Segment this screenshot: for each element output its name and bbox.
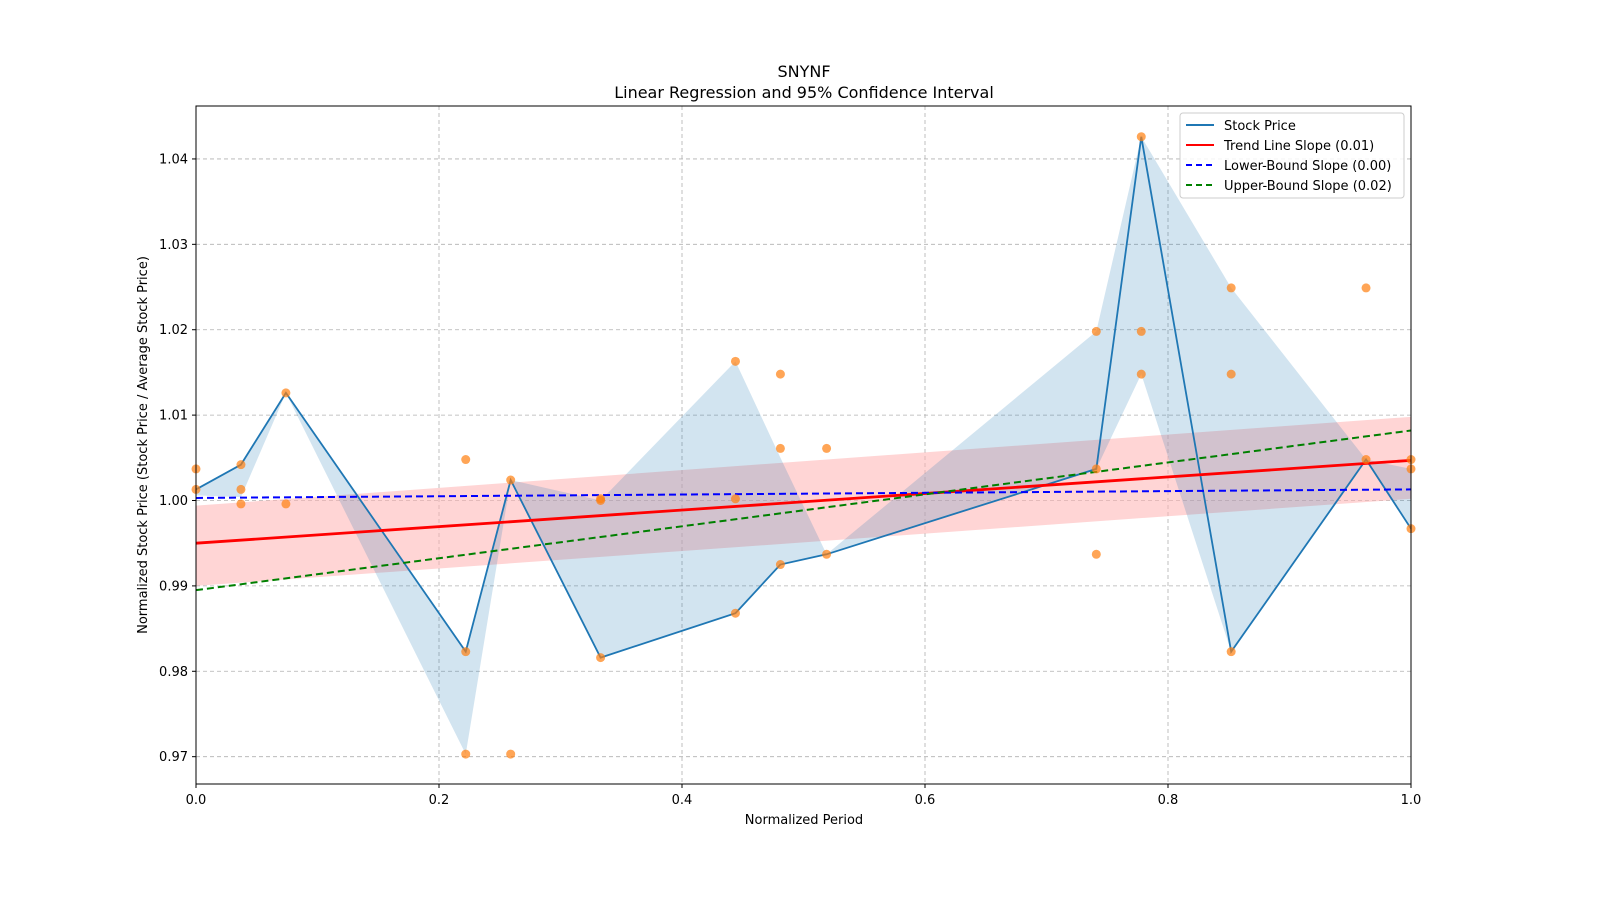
legend-label: Stock Price (1224, 119, 1296, 134)
scatter-point (236, 484, 246, 494)
scatter-point (822, 549, 832, 559)
legend-label: Trend Line Slope (0.01) (1223, 139, 1374, 154)
scatter-point (730, 356, 740, 366)
scatter-point (461, 455, 471, 465)
y-tick-label: 0.97 (159, 750, 188, 765)
scatter-point (1226, 283, 1236, 293)
lines (195, 136, 1412, 659)
scatter-point (775, 560, 785, 570)
chart-subtitle: Linear Regression and 95% Confidence Int… (614, 83, 994, 102)
y-tick-label: 0.98 (159, 665, 188, 680)
x-tick-label: 1.0 (1401, 793, 1422, 808)
scatter-point (596, 496, 606, 506)
x-tick-label: 0.2 (429, 793, 450, 808)
scatter-point (1136, 132, 1146, 142)
y-tick-label: 1.02 (159, 323, 188, 338)
scatter-point (281, 499, 291, 509)
scatter-point (1091, 326, 1101, 336)
y-tick-label: 1.00 (159, 494, 188, 509)
x-tick-label: 0.6 (915, 793, 936, 808)
x-tick-label: 0.4 (672, 793, 693, 808)
chart-title: SNYNF (777, 62, 830, 81)
scatter-point (822, 443, 832, 453)
scatter-point (1091, 549, 1101, 559)
scatter-point (506, 475, 516, 485)
scatter-point (1136, 369, 1146, 379)
ticks: 0.0 0.2 0.4 0.6 0.8 1.0 0.97 0.98 0.99 1.00 1.01 1.… (159, 152, 1421, 808)
scatter-point (506, 749, 516, 759)
scatter-point (236, 499, 246, 509)
trend-line (195, 458, 1412, 545)
legend: Stock Price Trend Line Slope (0.01) Lower-… (1179, 112, 1405, 199)
scatter-point (730, 608, 740, 618)
scatter-point (1226, 369, 1236, 379)
y-tick-label: 1.03 (159, 238, 188, 253)
stock-price-line (195, 136, 1412, 659)
lower-bound-line (195, 488, 1412, 499)
scatter-point (461, 647, 471, 657)
scatter-point (461, 749, 471, 759)
scatter-point (1226, 647, 1236, 657)
scatter-point (281, 388, 291, 398)
scatter-point (236, 460, 246, 470)
y-tick-label: 1.04 (159, 152, 188, 167)
legend-label: Upper-Bound Slope (0.02) (1224, 179, 1392, 194)
bands (196, 136, 1411, 755)
scatter-point (775, 369, 785, 379)
scatter-point (1136, 326, 1146, 336)
plot-frame (195, 105, 1412, 785)
stock-price-band (196, 136, 1411, 755)
y-axis-label: Normalized Stock Price (Stock Price / Av… (136, 256, 151, 634)
scatter-point (1091, 464, 1101, 474)
scatter-point (730, 494, 740, 504)
x-tick-label: 0.0 (186, 793, 207, 808)
upper-bound-line (195, 429, 1412, 592)
scatter-point (596, 653, 606, 663)
y-tick-label: 0.99 (159, 579, 188, 594)
y-tick-label: 1.01 (159, 409, 188, 424)
scatter-points (191, 132, 1416, 759)
scatter-point (1361, 455, 1371, 465)
legend-box (1179, 112, 1405, 199)
scatter-point (775, 443, 785, 453)
scatter-point (1361, 283, 1371, 293)
x-tick-label: 0.8 (1158, 793, 1179, 808)
legend-label: Lower-Bound Slope (0.00) (1224, 159, 1391, 174)
x-axis-label: Normalized Period (745, 813, 863, 828)
